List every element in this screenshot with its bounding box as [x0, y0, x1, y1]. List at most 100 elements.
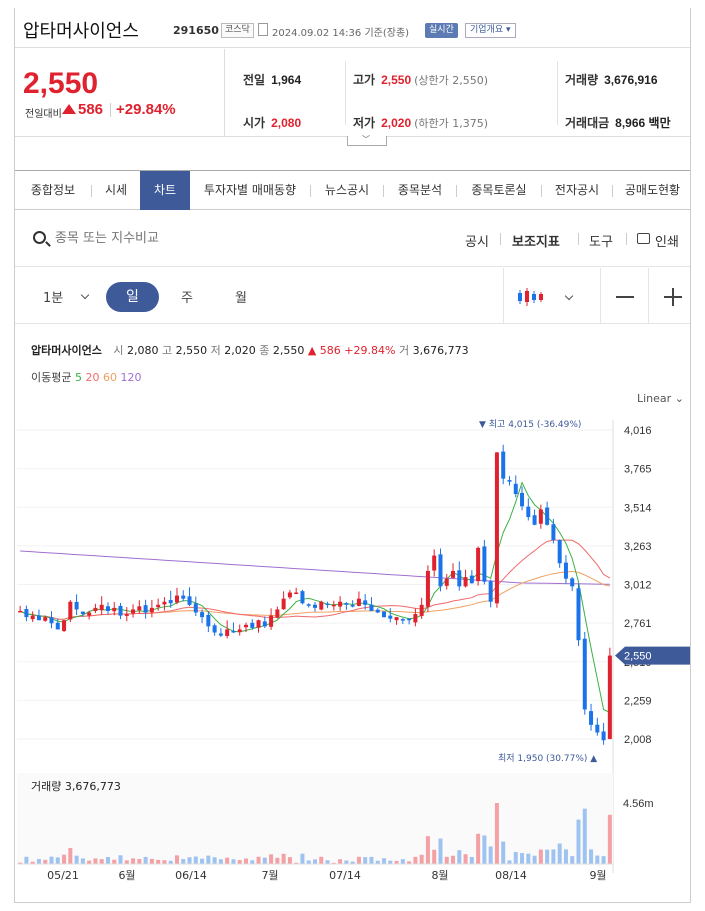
legend-open: 2,080	[126, 344, 159, 357]
zoom-in-icon[interactable]	[664, 290, 682, 304]
company-overview-dropdown[interactable]: 기업개요 ▾	[465, 23, 516, 38]
candle-body	[350, 605, 355, 607]
candle-body	[532, 515, 537, 525]
period-month[interactable]: 월	[235, 291, 247, 306]
low-annotation: 최저 1,950 (30.77%) ▲	[498, 753, 597, 764]
ma5-line	[19, 481, 611, 713]
volume-bar	[131, 858, 136, 864]
candlestick-type-icon[interactable]	[517, 288, 543, 306]
candle-body	[168, 600, 173, 604]
candle	[187, 587, 192, 607]
candle	[18, 605, 23, 613]
candle	[576, 583, 581, 646]
price-chart[interactable]: 4,0163,7653,5143,2633,0122,7612,5102,259…	[15, 408, 691, 888]
tab-short-selling[interactable]: 공매도현황	[624, 183, 681, 197]
zoom-out-icon[interactable]	[616, 296, 634, 298]
divider	[110, 103, 111, 117]
chevron-down-icon[interactable]	[564, 291, 574, 301]
turnover: 거래대금 8,966 백만	[565, 116, 671, 130]
candle-body	[243, 624, 248, 628]
candle-body	[68, 601, 73, 620]
drawing-tools[interactable]: 도구	[589, 235, 613, 250]
candle	[231, 622, 236, 633]
tab-investor-trading[interactable]: 투자자별 매매동향	[203, 183, 297, 197]
change-label: 전일대비	[25, 109, 62, 120]
candle-body	[206, 614, 211, 627]
divider	[648, 268, 649, 324]
candle-body	[313, 604, 317, 608]
tab-chart[interactable]: 차트	[140, 171, 190, 210]
candle-body	[287, 592, 292, 598]
interval-dropdown[interactable]: 1분	[43, 291, 64, 306]
candle-body	[507, 480, 512, 482]
stock-chart-page: 압타머사이언스 291650 코스닥 2024.09.02 14:36 기준(장…	[14, 8, 691, 903]
moving-average-legend[interactable]: 이동평균 5 20 60 120	[31, 369, 141, 385]
candle	[425, 565, 430, 612]
candle	[369, 597, 374, 612]
tab-disclosure[interactable]: 전자공시	[554, 183, 600, 197]
volume-bar	[174, 855, 179, 864]
tab-quotes[interactable]: 시세	[104, 183, 128, 197]
candle-body	[55, 622, 60, 630]
candle-body	[356, 598, 361, 606]
legend-key: 고	[161, 344, 173, 357]
candle-body	[382, 611, 387, 618]
volume-bar	[281, 853, 286, 864]
candle-body	[43, 617, 48, 621]
chevron-down-icon[interactable]	[80, 290, 90, 300]
main-tabs: 종합정보 시세 차트 투자자별 매매동향 뉴스공시 종목분석 종목토론실 전자공…	[15, 170, 690, 210]
volume-bar	[582, 808, 587, 864]
volume-bar	[513, 851, 518, 864]
chevron-down-icon: ⌄	[674, 392, 684, 405]
candle	[212, 623, 217, 636]
candle-body	[80, 611, 85, 615]
candle-body	[545, 507, 550, 525]
tab-analysis[interactable]: 종목분석	[397, 183, 443, 197]
candle	[331, 600, 336, 611]
candle	[275, 606, 280, 619]
volume-bar	[388, 860, 393, 864]
legend-volume: 3,676,773	[412, 344, 469, 357]
candle	[394, 616, 399, 625]
change-value: 586	[78, 101, 104, 118]
x-tick-label: 06/14	[175, 869, 207, 882]
volume-bar	[162, 860, 167, 864]
expand-toggle[interactable]: ﹀	[347, 135, 387, 146]
divider	[503, 268, 504, 324]
candle-body	[419, 604, 424, 616]
chart-toolbar: 공시 보조지표 도구 인쇄	[15, 211, 690, 267]
open-price: 시가 2,080	[243, 116, 302, 130]
candle	[43, 615, 48, 622]
tab-discussion[interactable]: 종목토론실	[471, 183, 527, 197]
candle	[363, 594, 368, 610]
indicators-tool[interactable]: 보조지표	[512, 235, 560, 250]
candle	[243, 622, 248, 633]
volume-bar	[407, 861, 412, 864]
volume-bar	[557, 843, 562, 864]
period-week[interactable]: 주	[181, 291, 193, 306]
realtime-button[interactable]: 실시간	[425, 23, 458, 38]
candle	[313, 601, 317, 612]
candle-body	[149, 607, 154, 613]
current-price-tag	[615, 646, 690, 665]
disclosure-tool[interactable]: 공시	[465, 235, 489, 250]
candle	[388, 608, 393, 623]
chart-ohlc-legend: 압타머사이언스 시 2,080 고 2,550 저 2,020 종 2,550 …	[31, 342, 469, 358]
search-input[interactable]	[55, 226, 355, 250]
document-icon[interactable]	[258, 23, 268, 36]
volume-bar	[218, 859, 223, 864]
print-tool[interactable]: 인쇄	[655, 235, 679, 250]
candle-body	[200, 612, 205, 618]
legend-low: 2,020	[224, 344, 256, 357]
scale-dropdown[interactable]: Linear ⌄	[637, 392, 684, 405]
candle	[338, 596, 343, 611]
candle-body	[432, 555, 437, 571]
tab-news[interactable]: 뉴스공시	[324, 183, 370, 197]
period-day[interactable]: 일	[106, 282, 159, 312]
search-icon[interactable]	[33, 231, 46, 244]
candle	[105, 602, 110, 615]
volume-bar	[319, 856, 324, 864]
candle-body	[595, 724, 600, 733]
print-icon[interactable]	[637, 233, 650, 244]
tab-overview[interactable]: 종합정보	[30, 183, 76, 197]
